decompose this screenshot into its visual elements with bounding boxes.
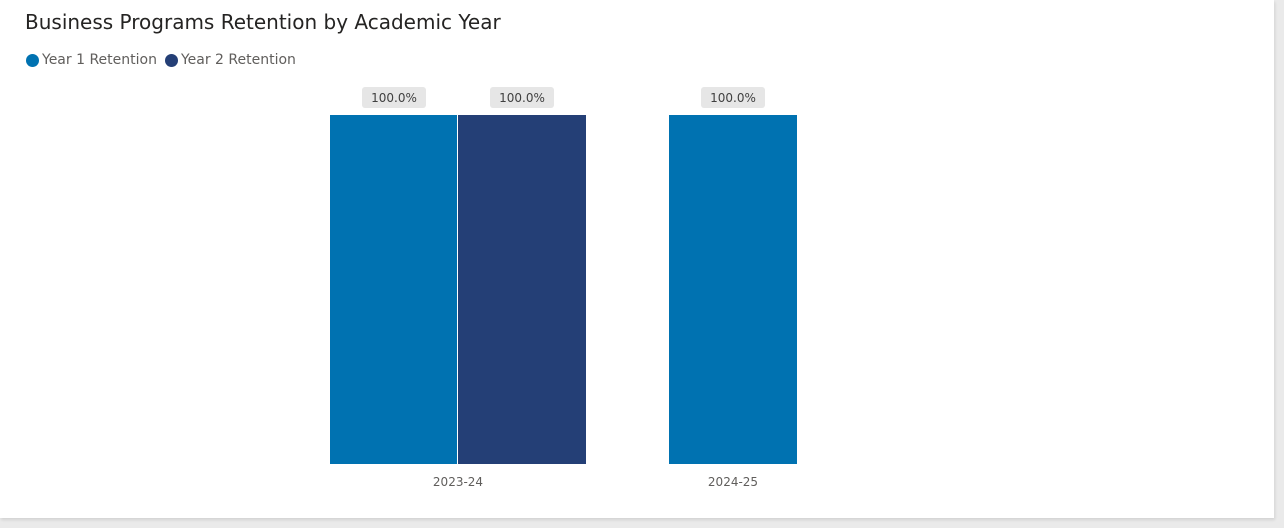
- data-label-background: [362, 87, 426, 108]
- bar-year-2-retention-2023-24[interactable]: [458, 115, 586, 464]
- plot-area: 100.0% 100.0% 2023-24 100.0% 2024-25: [330, 87, 797, 489]
- legend-dot-year-2-retention-icon: [164, 53, 178, 67]
- chart-visual: Business Programs Retention by Academic …: [0, 0, 1274, 518]
- x-tick-label: 2024-25: [708, 475, 758, 489]
- data-label-background: [490, 87, 554, 108]
- data-label-background: [701, 87, 765, 108]
- chart-title: Business Programs Retention by Academic …: [25, 10, 501, 34]
- x-tick-label: 2023-24: [433, 475, 483, 489]
- data-label: 100.0%: [371, 91, 417, 105]
- data-label: 100.0%: [710, 91, 756, 105]
- bar-year-1-retention-2024-25[interactable]: [669, 115, 797, 464]
- legend-dot-year-1-retention-icon: [26, 53, 39, 67]
- legend-label-year-2-retention: Year 2 Retention: [180, 52, 296, 68]
- bar-year-1-retention-2023-24[interactable]: [330, 115, 457, 464]
- data-label: 100.0%: [499, 91, 545, 105]
- chart-legend[interactable]: Year 1 Retention Year 2 Retention: [26, 52, 304, 68]
- legend-item-year-2-retention[interactable]: Year 2 Retention: [164, 52, 296, 68]
- legend-label-year-1-retention: Year 1 Retention: [42, 52, 157, 68]
- legend-item-year-1-retention[interactable]: Year 1 Retention: [26, 52, 157, 68]
